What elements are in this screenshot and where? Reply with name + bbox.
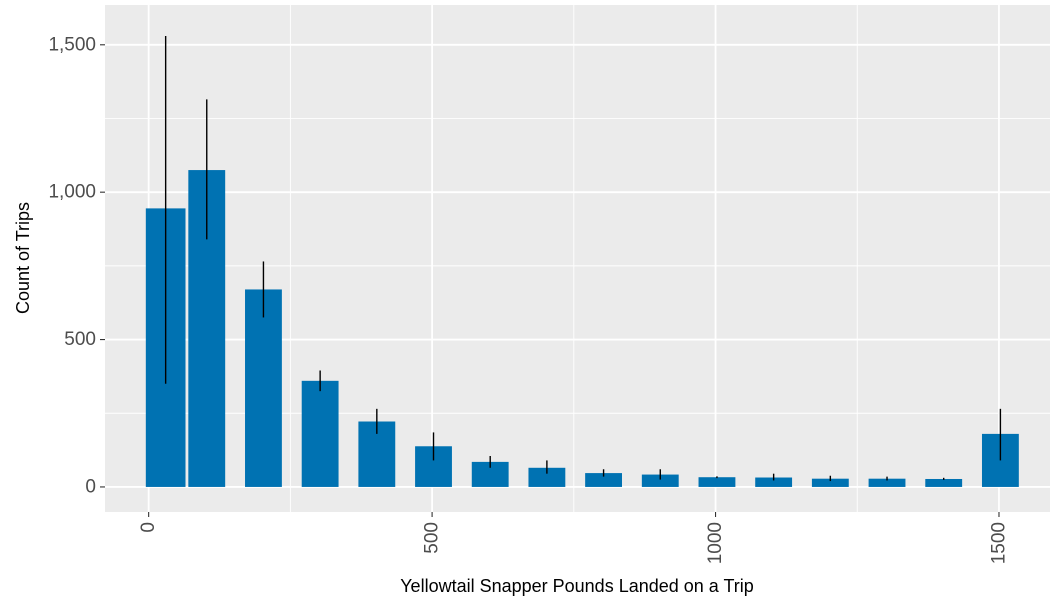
x-axis-title: Yellowtail Snapper Pounds Landed on a Tr… xyxy=(400,576,754,596)
y-tick-label: 1,000 xyxy=(48,182,96,203)
x-tick-label: 500 xyxy=(422,522,443,554)
bar xyxy=(755,477,793,487)
bar xyxy=(528,467,566,487)
y-tick-label: 500 xyxy=(64,329,96,350)
bar xyxy=(811,478,849,487)
y-tick-label: 1,500 xyxy=(48,34,96,55)
x-tick-label: 0 xyxy=(138,522,159,533)
y-axis-title: Count of Trips xyxy=(13,202,33,314)
y-axis: 0 500 1,000 1,500 xyxy=(48,34,105,497)
bar xyxy=(641,474,679,487)
x-tick-label: 1500 xyxy=(988,522,1009,564)
x-axis: 0 500 1000 1500 xyxy=(138,512,1009,564)
bar xyxy=(585,473,623,487)
error-bars xyxy=(164,35,1002,482)
y-tick-label: 0 xyxy=(85,476,96,497)
bar xyxy=(245,289,282,487)
bar xyxy=(301,380,339,487)
bar xyxy=(925,478,963,487)
x-tick-label: 1000 xyxy=(705,522,726,564)
bar xyxy=(868,478,906,487)
bar xyxy=(698,477,736,487)
